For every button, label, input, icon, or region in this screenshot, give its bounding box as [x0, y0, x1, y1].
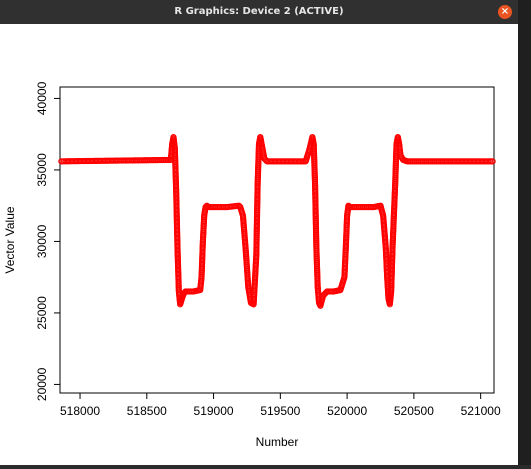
x-axis: 518000 518500 519000 519500 520000 520500 5210… [60, 392, 501, 418]
y-tick-label: 40000 [35, 81, 49, 115]
window-titlebar[interactable]: R Graphics: Device 2 (ACTIVE) × [0, 0, 518, 24]
plot-frame [59, 86, 495, 394]
y-axis: 20000 25000 30000 35000 40000 [35, 81, 61, 401]
background-glyph [520, 48, 530, 58]
y-tick-label: 30000 [35, 224, 49, 258]
x-tick-label: 519000 [194, 404, 234, 418]
y-tick-label: 20000 [35, 367, 49, 401]
scatter-chart: 518000 518500 519000 519500 520000 520500 5210… [3, 81, 501, 449]
x-tick-label: 520500 [394, 404, 434, 418]
y-tick-label: 25000 [35, 296, 49, 330]
close-button[interactable]: × [498, 5, 512, 19]
window-title: R Graphics: Device 2 (ACTIVE) [174, 6, 344, 17]
data-point [489, 158, 496, 165]
data-points [58, 133, 496, 309]
x-tick-label: 518500 [127, 404, 167, 418]
x-tick-label: 520000 [327, 404, 367, 418]
x-tick-label: 518000 [60, 404, 100, 418]
x-axis-label: Number [256, 435, 299, 449]
y-tick-label: 35000 [35, 153, 49, 187]
x-tick-label: 521000 [461, 404, 501, 418]
y-axis-label: Vector Value [3, 206, 17, 273]
plot-canvas: 518000 518500 519000 519500 520000 520500 5210… [0, 24, 518, 465]
x-tick-label: 519500 [260, 404, 300, 418]
background-window-edge [518, 0, 531, 465]
